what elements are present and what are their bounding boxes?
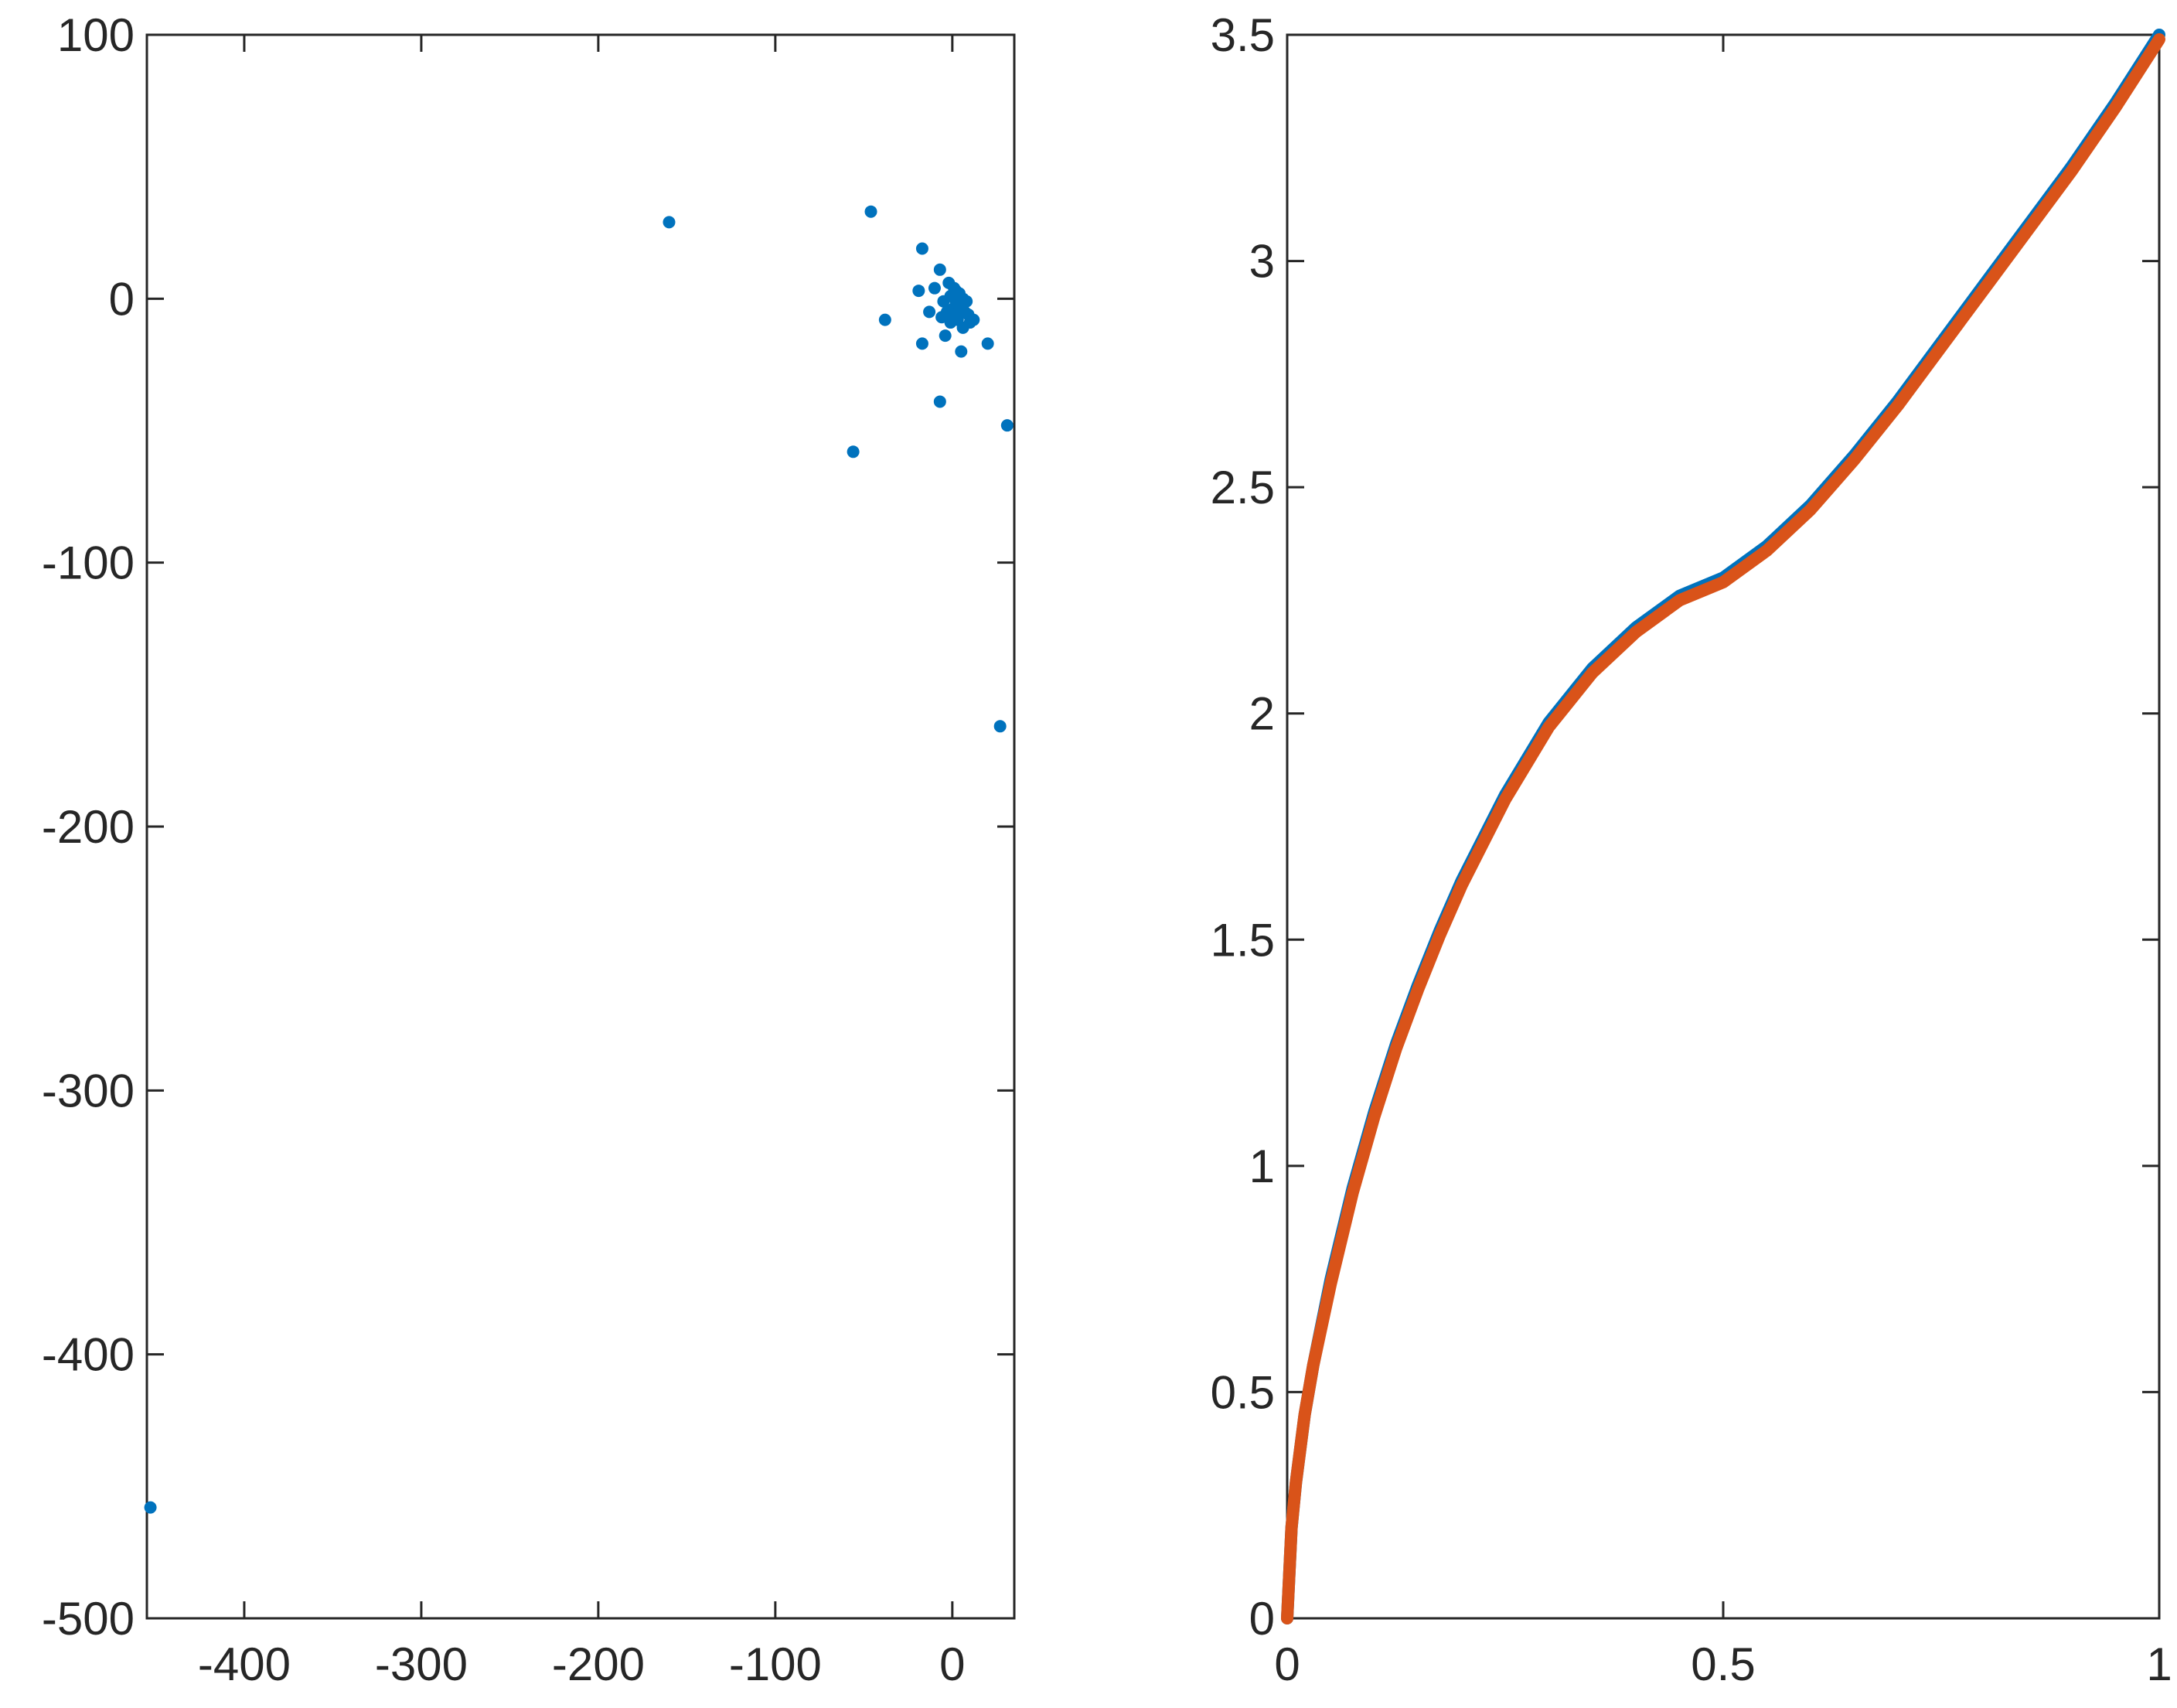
scatter-point [923,305,936,319]
scatter-point [993,720,1007,733]
x-tick-label: 0 [1274,1638,1300,1690]
series-line-2 [1281,32,2165,1624]
scatter-point [933,395,946,408]
y-tick-label: 1.5 [1211,914,1275,966]
left-scatter-axes: -400 -300 -200 -100 0 100 0 -100 -200 -300 -400 -50… [42,9,1016,1690]
scatter-point [967,313,980,326]
scatter-point [955,345,968,358]
y-tick-label: 0 [109,273,135,325]
y-tick-label: -200 [42,801,135,853]
x-tick-label: 0.5 [1691,1638,1755,1690]
scatter-point [847,445,860,459]
scatter-point [878,313,891,326]
scatter-point [912,285,925,298]
y-tick-label: 0.5 [1211,1366,1275,1418]
scatter-point [951,295,964,308]
x-tick-label: 0 [939,1638,965,1690]
x-tick-label: -300 [375,1638,468,1690]
series-line-1 [1281,29,2165,1624]
y-tick-label: 100 [57,9,135,61]
scatter-point [663,216,676,229]
scatter-point [928,281,941,295]
scatter-point [935,311,949,324]
scatter-point [1000,419,1014,432]
x-tick-label: -100 [729,1638,822,1690]
y-tick-label: -500 [42,1593,135,1645]
scatter-point [864,205,877,218]
x-tick-label: 1 [2146,1638,2172,1690]
y-tick-label: 3.5 [1211,9,1275,61]
y-tick-label: -100 [42,537,135,589]
scatter-point [949,285,962,298]
y-tick-label: 3 [1249,236,1275,288]
y-tick-label: -400 [42,1329,135,1381]
axes-box [1286,33,2161,1620]
y-tick-label: 0 [1249,1593,1275,1645]
scatter-point [981,337,994,350]
scatter-point [915,337,928,350]
y-tick-label: 2 [1249,688,1275,740]
right-line-axes: 0 0.5 1 3.5 3 2.5 2 1.5 1 0.5 0 [1211,9,2172,1690]
scatter-point [915,242,928,255]
x-tick-label: -400 [198,1638,291,1690]
scatter-point [933,263,946,276]
scatter-point [955,305,968,319]
scatter-point [939,329,952,343]
y-tick-label: 1 [1249,1140,1275,1192]
y-tick-label: -300 [42,1065,135,1117]
scatter-point [144,1501,157,1514]
x-tick-label: -200 [552,1638,645,1690]
y-tick-label: 2.5 [1211,462,1275,513]
axes-box [145,33,1016,1620]
